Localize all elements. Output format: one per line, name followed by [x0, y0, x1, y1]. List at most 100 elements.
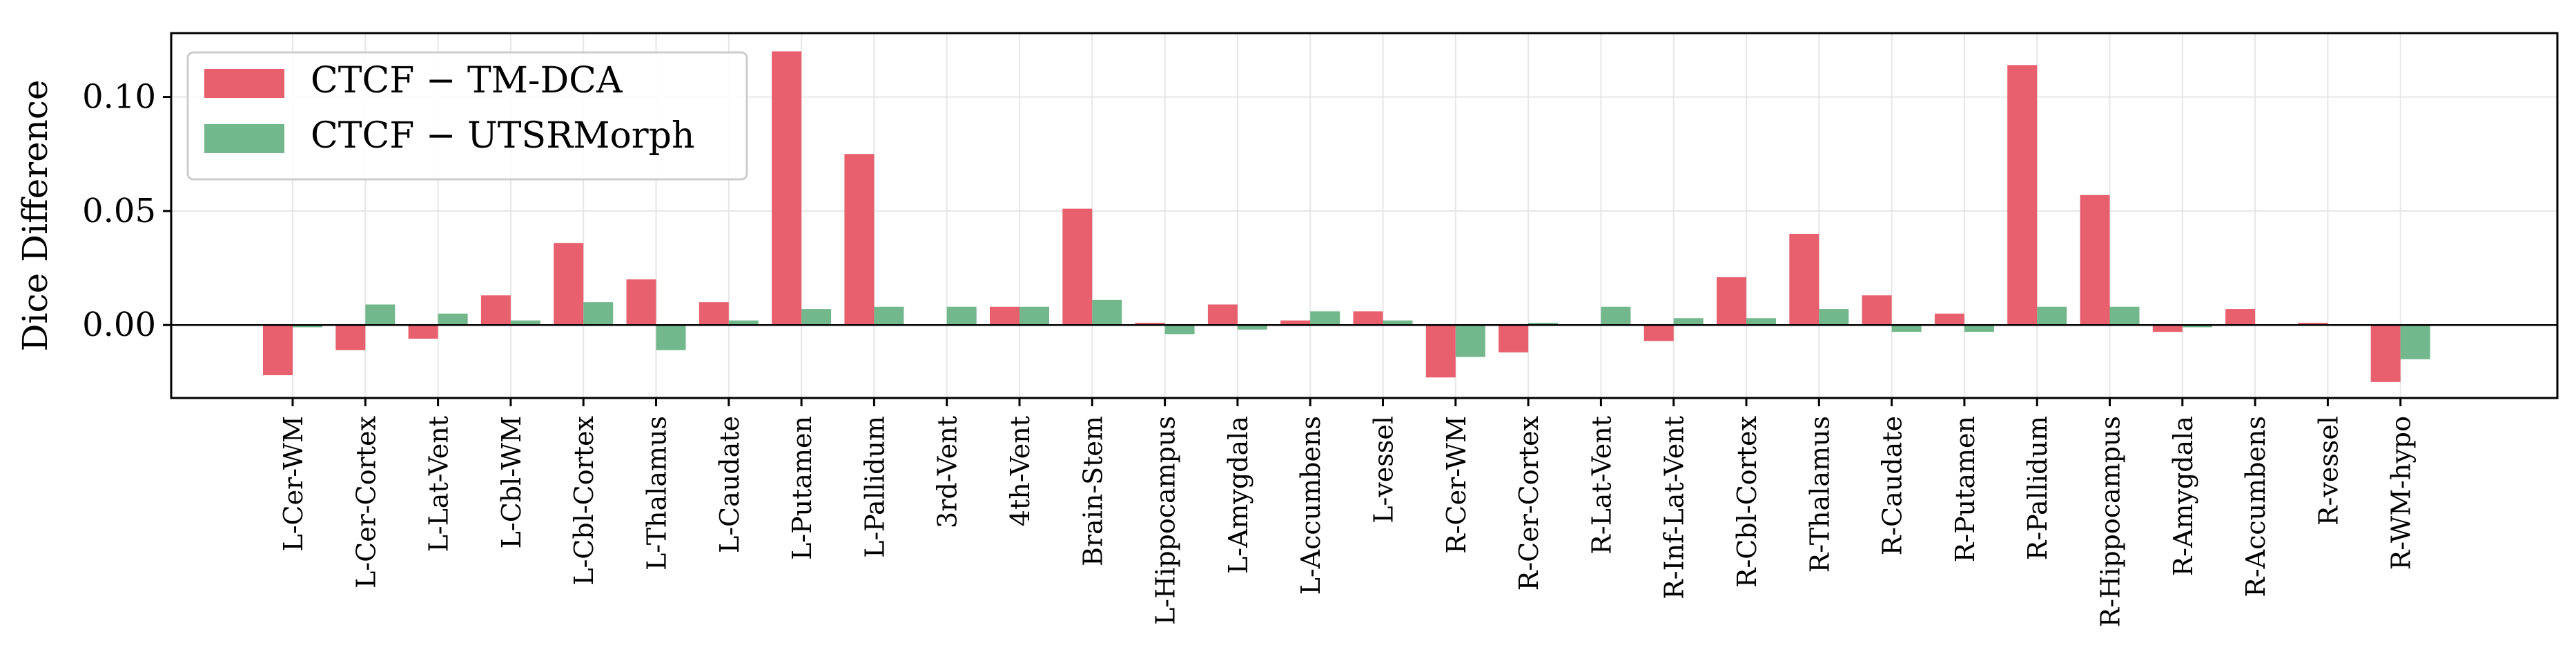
bar-series-1: [699, 302, 729, 326]
bar-series-2: [1455, 325, 1485, 357]
bar-series-1: [772, 51, 802, 326]
plot-frame: [170, 32, 2559, 399]
x-tick-label: L-Lat-Vent: [424, 416, 454, 552]
bar-series-1: [1280, 320, 1311, 326]
bar-series-1: [1353, 311, 1383, 326]
x-tick-label: R-Lat-Vent: [1586, 416, 1617, 555]
y-tick-label: 0.05: [82, 192, 156, 230]
x-tick-label: L-Putamen: [787, 416, 817, 560]
x-tick-label: R-Accumbens: [2241, 416, 2271, 597]
bar-series-1: [1862, 295, 1892, 326]
x-tick-label: L-Pallidum: [859, 416, 890, 558]
x-tick-label: L-Thalamus: [642, 416, 672, 570]
bar-series-2: [1891, 325, 1922, 332]
bar-series-1: [335, 325, 366, 350]
bar-series-1: [2007, 65, 2038, 326]
x-tick-label: R-Caudate: [1877, 416, 1908, 555]
bar-series-2: [510, 320, 540, 326]
bar-series-2: [801, 309, 832, 326]
x-tick-label: L-Cer-Cortex: [351, 416, 381, 588]
bar-series-1: [1717, 277, 1746, 326]
x-tick-label: R-Putamen: [1950, 416, 1980, 562]
bar-series-1: [1499, 325, 1529, 352]
bar-series-2: [874, 306, 904, 326]
bar-series-2: [1601, 306, 1631, 326]
bar-series-1: [263, 325, 293, 375]
bar-series-1: [990, 306, 1019, 326]
legend-label: CTCF − UTSRMorph: [311, 115, 694, 157]
x-tick-label: L-Caudate: [714, 416, 745, 553]
bar-series-1: [2080, 195, 2110, 326]
bar-series-2: [1673, 318, 1704, 326]
x-tick-label: R-Thalamus: [1804, 416, 1835, 573]
x-tick-label: L-Amygdala: [1223, 416, 1253, 574]
legend-box: [186, 51, 748, 181]
x-tick-label: R-Cbl-Cortex: [1732, 416, 1762, 588]
bar-series-2: [2109, 306, 2140, 326]
bar-series-2: [1964, 325, 1994, 332]
x-tick-label: R-Cer-WM: [1441, 416, 1472, 554]
x-tick-label: R-vessel: [2313, 416, 2343, 526]
x-axis-ticks: L-Cer-WM L-Cer-Cortex L-Lat-Vent L-Cbl-WM L-…: [278, 398, 2417, 628]
legend-label: CTCF − TM-DCA: [311, 60, 623, 101]
bar-series-1: [626, 279, 656, 326]
x-tick-label: R-Amygdala: [2168, 416, 2198, 577]
bar-series-1: [2225, 309, 2256, 326]
bar-series-2: [1019, 306, 1049, 326]
bars: [263, 51, 2430, 382]
bar-series-2: [656, 325, 686, 350]
bar-series-2: [1819, 309, 1849, 326]
x-tick-label: R-Inf-Lat-Vent: [1659, 416, 1690, 599]
bar-series-1: [844, 154, 875, 326]
bar-series-2: [365, 304, 396, 326]
x-tick-label: L-Cbl-Cortex: [569, 416, 599, 586]
bar-series-2: [2182, 325, 2212, 328]
bar-series-1: [1789, 233, 1819, 326]
y-axis-label: Dice Difference: [15, 79, 55, 351]
legend-swatch: [204, 124, 284, 153]
x-tick-label: 3rd-Vent: [933, 416, 963, 528]
bar-series-2: [1528, 322, 1559, 326]
bar-series-2: [438, 313, 468, 326]
bar-series-1: [1135, 322, 1165, 326]
x-tick-label: L-Accumbens: [1296, 416, 1326, 595]
bar-series-1: [1934, 313, 1964, 326]
x-tick-label: R-Hippocampus: [2096, 416, 2126, 628]
x-tick-label: R-Pallidum: [2022, 416, 2053, 560]
bar-series-2: [1164, 325, 1195, 335]
legend-swatch: [204, 69, 284, 98]
bar-series-2: [1092, 299, 1122, 326]
x-tick-label: L-vessel: [1369, 416, 1399, 524]
bar-series-2: [2400, 325, 2430, 359]
legend: CTCF − TM-DCA CTCF − UTSRMorph: [186, 51, 748, 181]
bar-series-1: [2152, 325, 2183, 332]
bar-series-2: [2037, 306, 2067, 326]
bar-series-1: [2298, 322, 2328, 326]
x-tick-label: R-WM-hypo: [2386, 416, 2417, 570]
y-axis-ticks: 0.00 0.05 0.10: [82, 78, 171, 344]
bar-series-2: [1383, 320, 1413, 326]
bar-series-1: [2370, 325, 2401, 382]
x-tick-label: L-Hippocampus: [1151, 416, 1181, 625]
bar-series-2: [583, 302, 614, 326]
x-tick-label: L-Cbl-WM: [496, 416, 527, 548]
bar-series-1: [1425, 325, 1456, 378]
x-tick-label: 4th-Vent: [1005, 416, 1035, 526]
bar-series-1: [408, 325, 438, 339]
bar-series-2: [293, 325, 322, 328]
x-tick-label: R-Cer-Cortex: [1514, 416, 1544, 590]
y-tick-label: 0.00: [82, 306, 156, 344]
bar-series-2: [1237, 325, 1267, 330]
bar-series-1: [1062, 208, 1093, 326]
x-tick-label: Brain-Stem: [1077, 416, 1108, 566]
bar-series-2: [728, 320, 759, 326]
bar-series-2: [946, 306, 977, 326]
bar-series-2: [1310, 311, 1340, 326]
bar-series-1: [1207, 304, 1238, 326]
bar-series-1: [480, 295, 511, 326]
y-tick-label: 0.10: [82, 78, 156, 117]
bar-series-1: [1643, 325, 1674, 341]
bar-series-1: [554, 243, 584, 326]
bar-series-2: [1746, 318, 1776, 326]
